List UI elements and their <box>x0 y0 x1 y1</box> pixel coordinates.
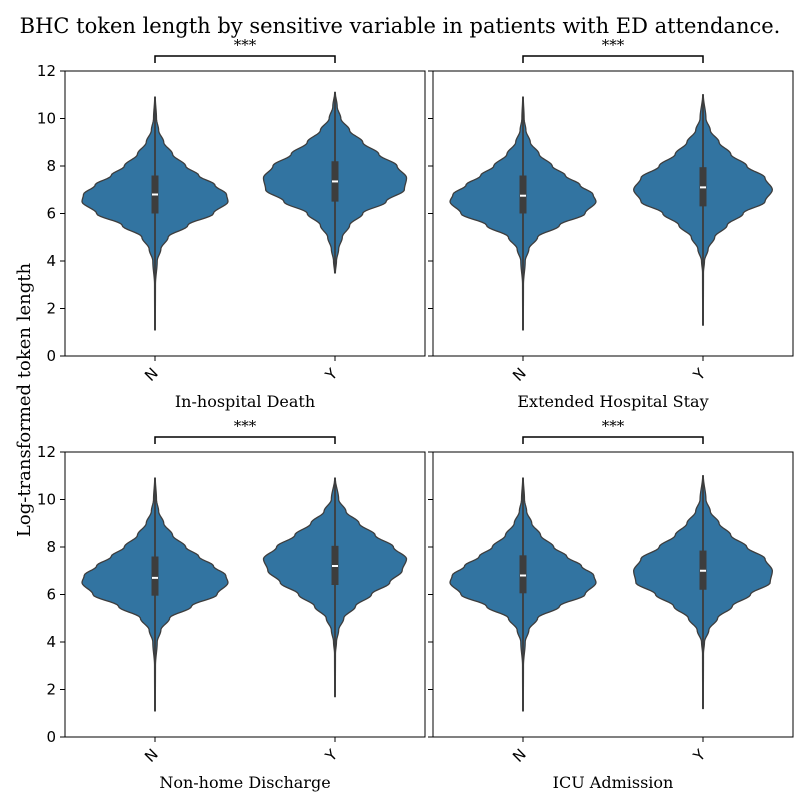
significance-bracket <box>154 436 336 444</box>
y-tick-label: 8 <box>46 157 56 175</box>
y-tick-label: 6 <box>46 586 56 604</box>
y-tick-label: 10 <box>37 491 56 509</box>
x-axis-label: Extended Hospital Stay <box>517 392 708 411</box>
x-axis-label: Non-home Discharge <box>159 773 330 792</box>
y-tick-label: 4 <box>46 252 56 270</box>
significance-label: *** <box>234 417 257 435</box>
y-tick-label: 12 <box>37 62 56 80</box>
significance-label: *** <box>602 417 625 435</box>
y-tick-label: 2 <box>46 681 56 699</box>
violin-Y <box>633 475 773 710</box>
x-tick-label: Y <box>689 364 710 385</box>
y-tick-label: 2 <box>46 300 56 318</box>
significance-bracket <box>154 55 336 63</box>
panel-3: 0 2 4 6 8 10 12 N Y Non-home Discharge *** <box>37 417 426 792</box>
y-tick-label: 8 <box>46 538 56 556</box>
iqr-box <box>151 556 159 596</box>
violin-Y <box>632 94 774 326</box>
significance-label: *** <box>602 36 625 54</box>
x-axis-label: ICU Admission <box>553 773 674 792</box>
iqr-box <box>519 175 527 214</box>
significance-label: *** <box>234 36 257 54</box>
y-tick-label: 12 <box>37 443 56 461</box>
panels-group: 0 2 4 6 8 10 12 N Y In-hospital Death *** N Y Extende… <box>37 36 794 792</box>
violin-Y <box>262 91 408 274</box>
y-tick-label: 10 <box>37 110 56 128</box>
y-tick-label: 4 <box>46 633 56 651</box>
y-tick-label: 0 <box>46 347 56 365</box>
violin-N <box>81 96 229 331</box>
violin-N <box>81 477 229 712</box>
panel-2: N Y Extended Hospital Stay *** <box>428 36 794 411</box>
x-tick-label: Y <box>689 745 710 766</box>
chart-title: BHC token length by sensitive variable i… <box>20 14 781 38</box>
iqr-box <box>519 555 527 594</box>
panel-1: 0 2 4 6 8 10 12 N Y In-hospital Death *** <box>37 36 426 411</box>
y-axis-label: Log-transformed token length <box>14 263 35 538</box>
violin-Y <box>262 477 408 698</box>
x-tick-label: N <box>141 364 162 385</box>
x-tick-label: N <box>141 745 162 766</box>
y-tick-label: 0 <box>46 728 56 746</box>
x-tick-label: N <box>509 364 530 385</box>
violin-N <box>449 477 597 712</box>
panel-4: N Y ICU Admission *** <box>428 417 794 792</box>
x-axis-label: In-hospital Death <box>175 392 315 411</box>
x-tick-label: Y <box>321 364 342 385</box>
x-tick-label: N <box>509 745 530 766</box>
significance-bracket <box>522 436 704 444</box>
y-tick-label: 6 <box>46 205 56 223</box>
violin-N <box>449 96 597 331</box>
significance-bracket <box>522 55 704 63</box>
x-tick-label: Y <box>321 745 342 766</box>
